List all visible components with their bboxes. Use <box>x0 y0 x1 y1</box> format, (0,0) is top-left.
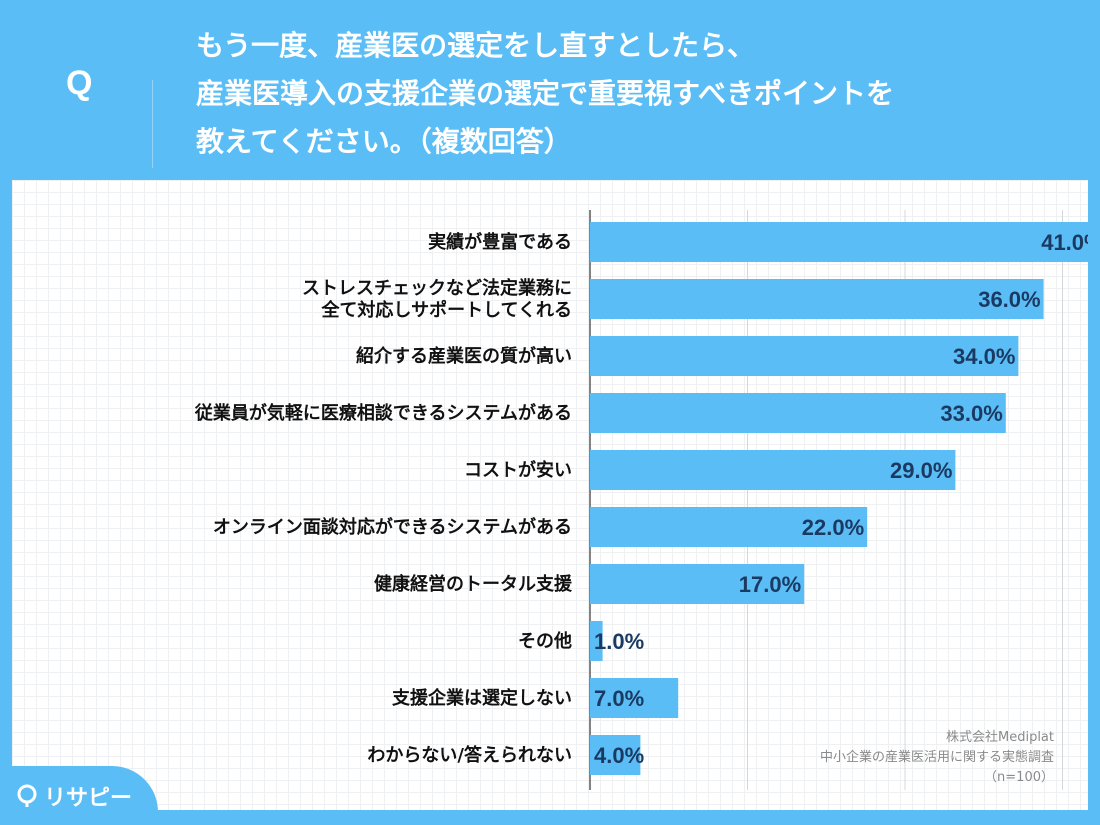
question-mark: Q <box>66 64 93 102</box>
value-label: 36.0% <box>978 287 1040 312</box>
value-label: 41.0% <box>1041 230 1088 255</box>
bar <box>590 450 956 490</box>
bar <box>590 222 1088 262</box>
category-label: コストが安い <box>464 459 572 481</box>
bar <box>590 393 1006 433</box>
question-line: 教えてください。（複数回答） <box>196 125 572 158</box>
bar <box>590 735 641 775</box>
source-company: 株式会社Mediplat <box>945 730 1054 745</box>
bar <box>590 621 603 661</box>
category-label: その他 <box>518 630 572 652</box>
bar <box>590 564 805 604</box>
location-pin-icon <box>17 784 37 807</box>
chart-panel: 実績が豊富である 41.0% ストレスチェックなど法定業務に全て対応しサポートしてく… <box>12 180 1088 810</box>
value-label: 33.0% <box>940 401 1002 426</box>
category-label: 従業員が気軽に医療相談できるシステムがある <box>194 402 572 424</box>
value-label: 17.0% <box>739 572 801 597</box>
category-label: 支援企業は選定しない <box>391 687 572 709</box>
category-label: 実績が豊富である <box>428 231 572 253</box>
source-sample: （n=100） <box>984 770 1054 785</box>
category-label: わからない/答えられない <box>367 744 572 766</box>
value-label: 4.0% <box>594 743 644 768</box>
source-note: 株式会社Mediplat 中小企業の産業医活用に関する実態調査 （n=100） <box>820 728 1054 788</box>
bar <box>590 279 1044 319</box>
bar <box>590 678 679 718</box>
category-label: 紹介する産業医の質が高い <box>356 345 572 367</box>
header: Q もう一度、産業医の選定をし直すとしたら、 産業医導入の支援企業の選定で重要視… <box>0 0 1100 180</box>
value-label: 22.0% <box>802 515 864 540</box>
brand-logo: リサピー <box>0 766 158 825</box>
category-label: オンライン面談対応ができるシステムがある <box>213 516 572 538</box>
value-label: 1.0% <box>594 629 644 654</box>
brand-name: リサピー <box>44 786 133 811</box>
category-label: 健康経営のトータル支援 <box>374 573 573 595</box>
bar-chart: 実績が豊富である 41.0% ストレスチェックなど法定業務に全て対応しサポートしてく… <box>194 210 1088 790</box>
value-label: 34.0% <box>953 344 1015 369</box>
bar <box>590 336 1019 376</box>
question-line: 産業医導入の支援企業の選定で重要視すべきポイントを <box>196 77 895 110</box>
value-label: 29.0% <box>890 458 952 483</box>
category-label: ストレスチェックなど法定業務に全て対応しサポートしてくれる <box>302 277 572 321</box>
bar <box>590 507 868 547</box>
value-label: 7.0% <box>594 686 644 711</box>
question-line: もう一度、産業医の選定をし直すとしたら、 <box>196 29 756 62</box>
header-divider <box>152 80 153 168</box>
question-text: もう一度、産業医の選定をし直すとしたら、 産業医導入の支援企業の選定で重要視すべ… <box>196 22 1076 166</box>
source-survey: 中小企業の産業医活用に関する実態調査 <box>819 750 1054 765</box>
